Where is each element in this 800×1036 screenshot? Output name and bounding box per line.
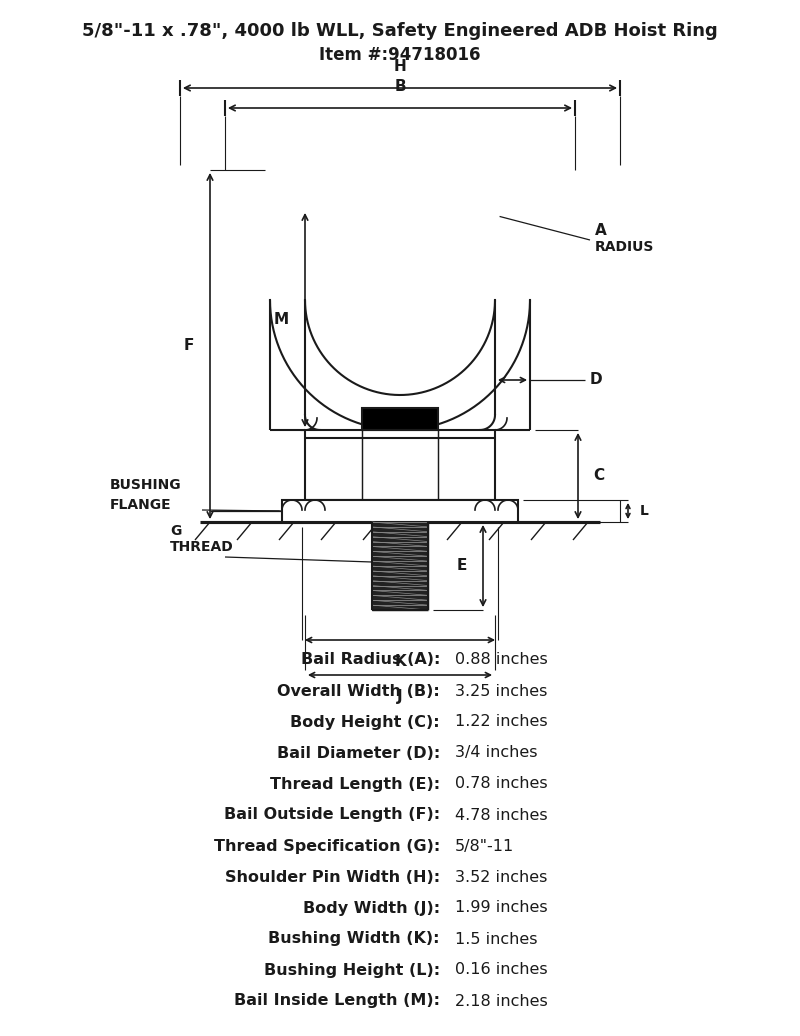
Text: L: L — [640, 503, 649, 518]
Text: THREAD: THREAD — [170, 540, 234, 554]
Text: Bail Inside Length (M):: Bail Inside Length (M): — [234, 994, 440, 1008]
Text: 0.88 inches: 0.88 inches — [455, 653, 548, 667]
Text: Item #:94718016: Item #:94718016 — [319, 46, 481, 64]
Text: A: A — [595, 223, 606, 238]
Text: Thread Length (E):: Thread Length (E): — [270, 777, 440, 792]
Text: 5/8"-11 x .78", 4000 lb WLL, Safety Engineered ADB Hoist Ring: 5/8"-11 x .78", 4000 lb WLL, Safety Engi… — [82, 22, 718, 40]
Text: Bail Outside Length (F):: Bail Outside Length (F): — [224, 807, 440, 823]
Text: E: E — [457, 558, 467, 574]
Text: M: M — [274, 313, 289, 327]
Text: 0.16 inches: 0.16 inches — [455, 962, 548, 978]
Text: 1.99 inches: 1.99 inches — [455, 900, 548, 916]
Text: RADIUS: RADIUS — [595, 240, 654, 254]
Text: 3/4 inches: 3/4 inches — [455, 746, 538, 760]
Text: Overall Width (B):: Overall Width (B): — [278, 684, 440, 698]
Text: 4.78 inches: 4.78 inches — [455, 807, 548, 823]
Text: B: B — [394, 79, 406, 94]
Text: Bushing Width (K):: Bushing Width (K): — [269, 931, 440, 947]
Text: 2.18 inches: 2.18 inches — [455, 994, 548, 1008]
Text: F: F — [184, 339, 194, 353]
Text: BUSHING: BUSHING — [110, 478, 182, 492]
Text: FLANGE: FLANGE — [110, 498, 172, 512]
Text: C: C — [593, 468, 604, 484]
Text: Bail Diameter (D):: Bail Diameter (D): — [277, 746, 440, 760]
Bar — [305, 430, 495, 500]
Text: G: G — [170, 524, 182, 538]
Text: 1.22 inches: 1.22 inches — [455, 715, 548, 729]
Text: Body Width (J):: Body Width (J): — [303, 900, 440, 916]
Text: Bushing Height (L):: Bushing Height (L): — [264, 962, 440, 978]
Text: Body Height (C):: Body Height (C): — [290, 715, 440, 729]
Text: H: H — [394, 59, 406, 74]
Text: 5/8"-11: 5/8"-11 — [455, 838, 514, 854]
Bar — [362, 408, 438, 430]
Text: Thread Specification (G):: Thread Specification (G): — [214, 838, 440, 854]
Text: J: J — [397, 689, 403, 704]
Text: 0.78 inches: 0.78 inches — [455, 777, 548, 792]
Bar — [282, 500, 518, 522]
Text: D: D — [590, 373, 602, 387]
Text: K: K — [394, 654, 406, 669]
Text: 3.25 inches: 3.25 inches — [455, 684, 547, 698]
Text: Bail Radius (A):: Bail Radius (A): — [301, 653, 440, 667]
Text: 3.52 inches: 3.52 inches — [455, 869, 547, 885]
Text: 1.5 inches: 1.5 inches — [455, 931, 538, 947]
Polygon shape — [372, 522, 428, 610]
Text: Shoulder Pin Width (H):: Shoulder Pin Width (H): — [225, 869, 440, 885]
